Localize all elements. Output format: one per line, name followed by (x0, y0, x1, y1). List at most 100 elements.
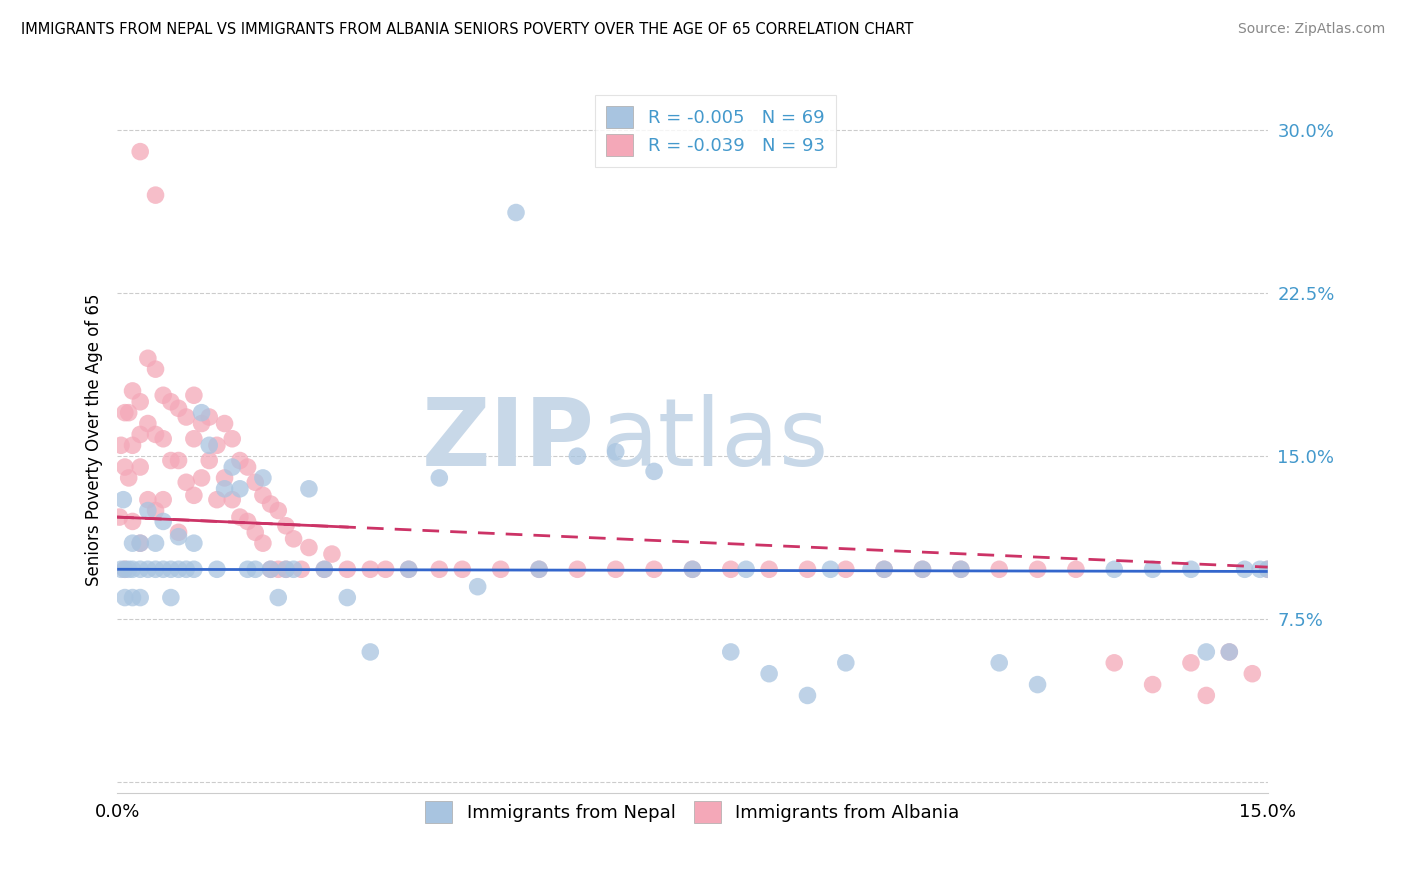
Point (1218, 645, 1240, 659)
Point (236, 515, 259, 529)
Point (336, 562, 359, 576)
Point (835, 656, 858, 670)
Point (988, 562, 1011, 576)
Point (152, 562, 174, 576)
Point (1064, 562, 1087, 576)
Point (136, 351, 159, 366)
Point (290, 562, 312, 576)
Text: IMMIGRANTS FROM NEPAL VS IMMIGRANTS FROM ALBANIA SENIORS POVERTY OVER THE AGE OF: IMMIGRANTS FROM NEPAL VS IMMIGRANTS FROM… (21, 22, 914, 37)
Point (121, 515, 143, 529)
Point (267, 562, 290, 576)
Point (949, 562, 972, 576)
Point (205, 562, 228, 576)
Point (167, 401, 190, 416)
Point (911, 562, 934, 576)
Point (1026, 562, 1049, 576)
Point (1026, 677, 1049, 691)
Point (274, 562, 297, 576)
Point (152, 388, 174, 402)
Point (190, 406, 212, 420)
Point (720, 562, 742, 576)
Point (129, 394, 152, 409)
Point (129, 536, 152, 550)
Point (183, 432, 205, 446)
Text: ZIP: ZIP (422, 394, 595, 486)
Point (183, 536, 205, 550)
Point (145, 427, 167, 442)
Point (398, 562, 420, 576)
Point (229, 482, 252, 496)
Point (136, 417, 159, 431)
Point (252, 471, 274, 485)
Point (114, 562, 136, 576)
Point (112, 492, 135, 507)
Point (114, 562, 136, 576)
Point (758, 666, 780, 681)
Point (108, 510, 131, 524)
Point (489, 562, 512, 576)
Point (236, 460, 259, 475)
Point (1180, 656, 1202, 670)
Point (796, 562, 818, 576)
Point (567, 562, 589, 576)
Point (988, 656, 1011, 670)
Point (198, 438, 221, 452)
Point (198, 453, 221, 467)
Point (643, 562, 665, 576)
Point (160, 591, 183, 605)
Point (267, 591, 290, 605)
Point (114, 591, 136, 605)
Point (121, 536, 143, 550)
Point (1195, 689, 1218, 703)
Point (720, 645, 742, 659)
Point (145, 503, 167, 517)
Point (145, 562, 167, 576)
Point (160, 394, 183, 409)
Point (245, 525, 267, 540)
Point (110, 438, 132, 452)
Point (121, 562, 143, 576)
Point (605, 562, 627, 576)
Point (221, 432, 243, 446)
Point (911, 562, 934, 576)
Point (221, 492, 243, 507)
Point (114, 460, 136, 475)
Point (336, 591, 359, 605)
Point (229, 453, 252, 467)
Point (873, 562, 896, 576)
Point (174, 562, 197, 576)
Point (183, 562, 205, 576)
Point (152, 492, 174, 507)
Point (1241, 666, 1264, 681)
Point (129, 562, 152, 576)
Point (1180, 562, 1202, 576)
Point (1142, 677, 1164, 691)
Point (145, 536, 167, 550)
Legend: Immigrants from Nepal, Immigrants from Albania: Immigrants from Nepal, Immigrants from A… (415, 790, 970, 834)
Point (129, 536, 152, 550)
Point (427, 562, 450, 576)
Point (167, 562, 190, 576)
Point (1195, 645, 1218, 659)
Point (298, 482, 321, 496)
Point (467, 580, 489, 594)
Point (152, 432, 174, 446)
Point (221, 460, 243, 475)
Point (121, 438, 143, 452)
Point (605, 445, 627, 459)
Point (274, 518, 297, 533)
Point (245, 475, 267, 490)
Point (314, 562, 336, 576)
Point (160, 453, 183, 467)
Point (321, 547, 343, 561)
Point (110, 562, 132, 576)
Point (190, 471, 212, 485)
Point (681, 562, 703, 576)
Point (314, 562, 336, 576)
Point (359, 645, 381, 659)
Point (167, 525, 190, 540)
Point (229, 510, 252, 524)
Point (252, 488, 274, 502)
Point (145, 188, 167, 202)
Point (820, 562, 842, 576)
